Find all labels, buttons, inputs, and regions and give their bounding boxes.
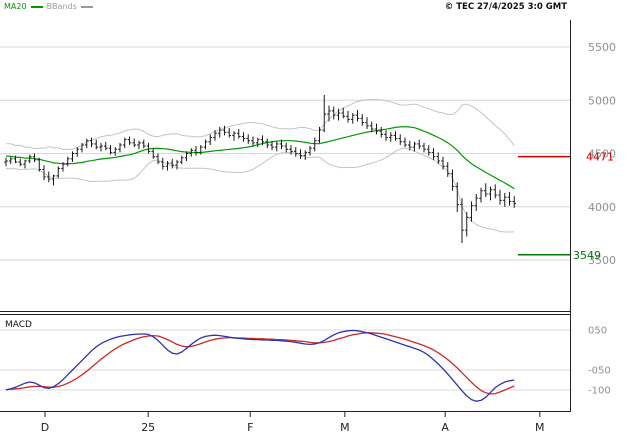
support-level-label: 3549 <box>573 249 601 262</box>
legend-ma20-label: MA20 <box>4 2 27 11</box>
macd-panel-label: MACD <box>5 320 32 330</box>
time-tick-label: M <box>535 421 545 434</box>
ma20-line <box>5 126 515 190</box>
macd-tick-label: -100 <box>588 386 611 397</box>
copyright-text: © TEC 27/4/2025 3:0 GMT <box>444 2 567 12</box>
macd-line <box>5 329 515 402</box>
resistance-level-label: 4471 <box>586 151 614 164</box>
price-tick-label: 4000 <box>588 201 616 214</box>
macd-signal-line <box>5 332 515 395</box>
time-tick-label: D <box>41 421 49 434</box>
time-tick-label: F <box>247 421 253 434</box>
price-tick-label: 3500 <box>588 254 616 267</box>
macd-tick-label: -050 <box>588 366 611 377</box>
time-tick-label: 25 <box>141 421 155 434</box>
legend-bbands-label: BBands <box>46 2 77 11</box>
bollinger-lower-line <box>5 147 515 233</box>
time-tick-label: A <box>441 421 449 434</box>
price-tick-label: 4500 <box>588 148 616 161</box>
bollinger-upper-line <box>5 99 515 150</box>
time-tick-label: M <box>340 421 350 434</box>
indicator-legend: MA20 BBands <box>4 2 93 12</box>
price-tick-label: 5000 <box>588 94 616 107</box>
legend-ma20-swatch <box>30 6 43 8</box>
legend-bbands-swatch <box>80 6 93 8</box>
ohlc-bars <box>4 94 517 243</box>
macd-tick-label: 050 <box>588 326 607 337</box>
price-tick-label: 5500 <box>588 41 616 54</box>
